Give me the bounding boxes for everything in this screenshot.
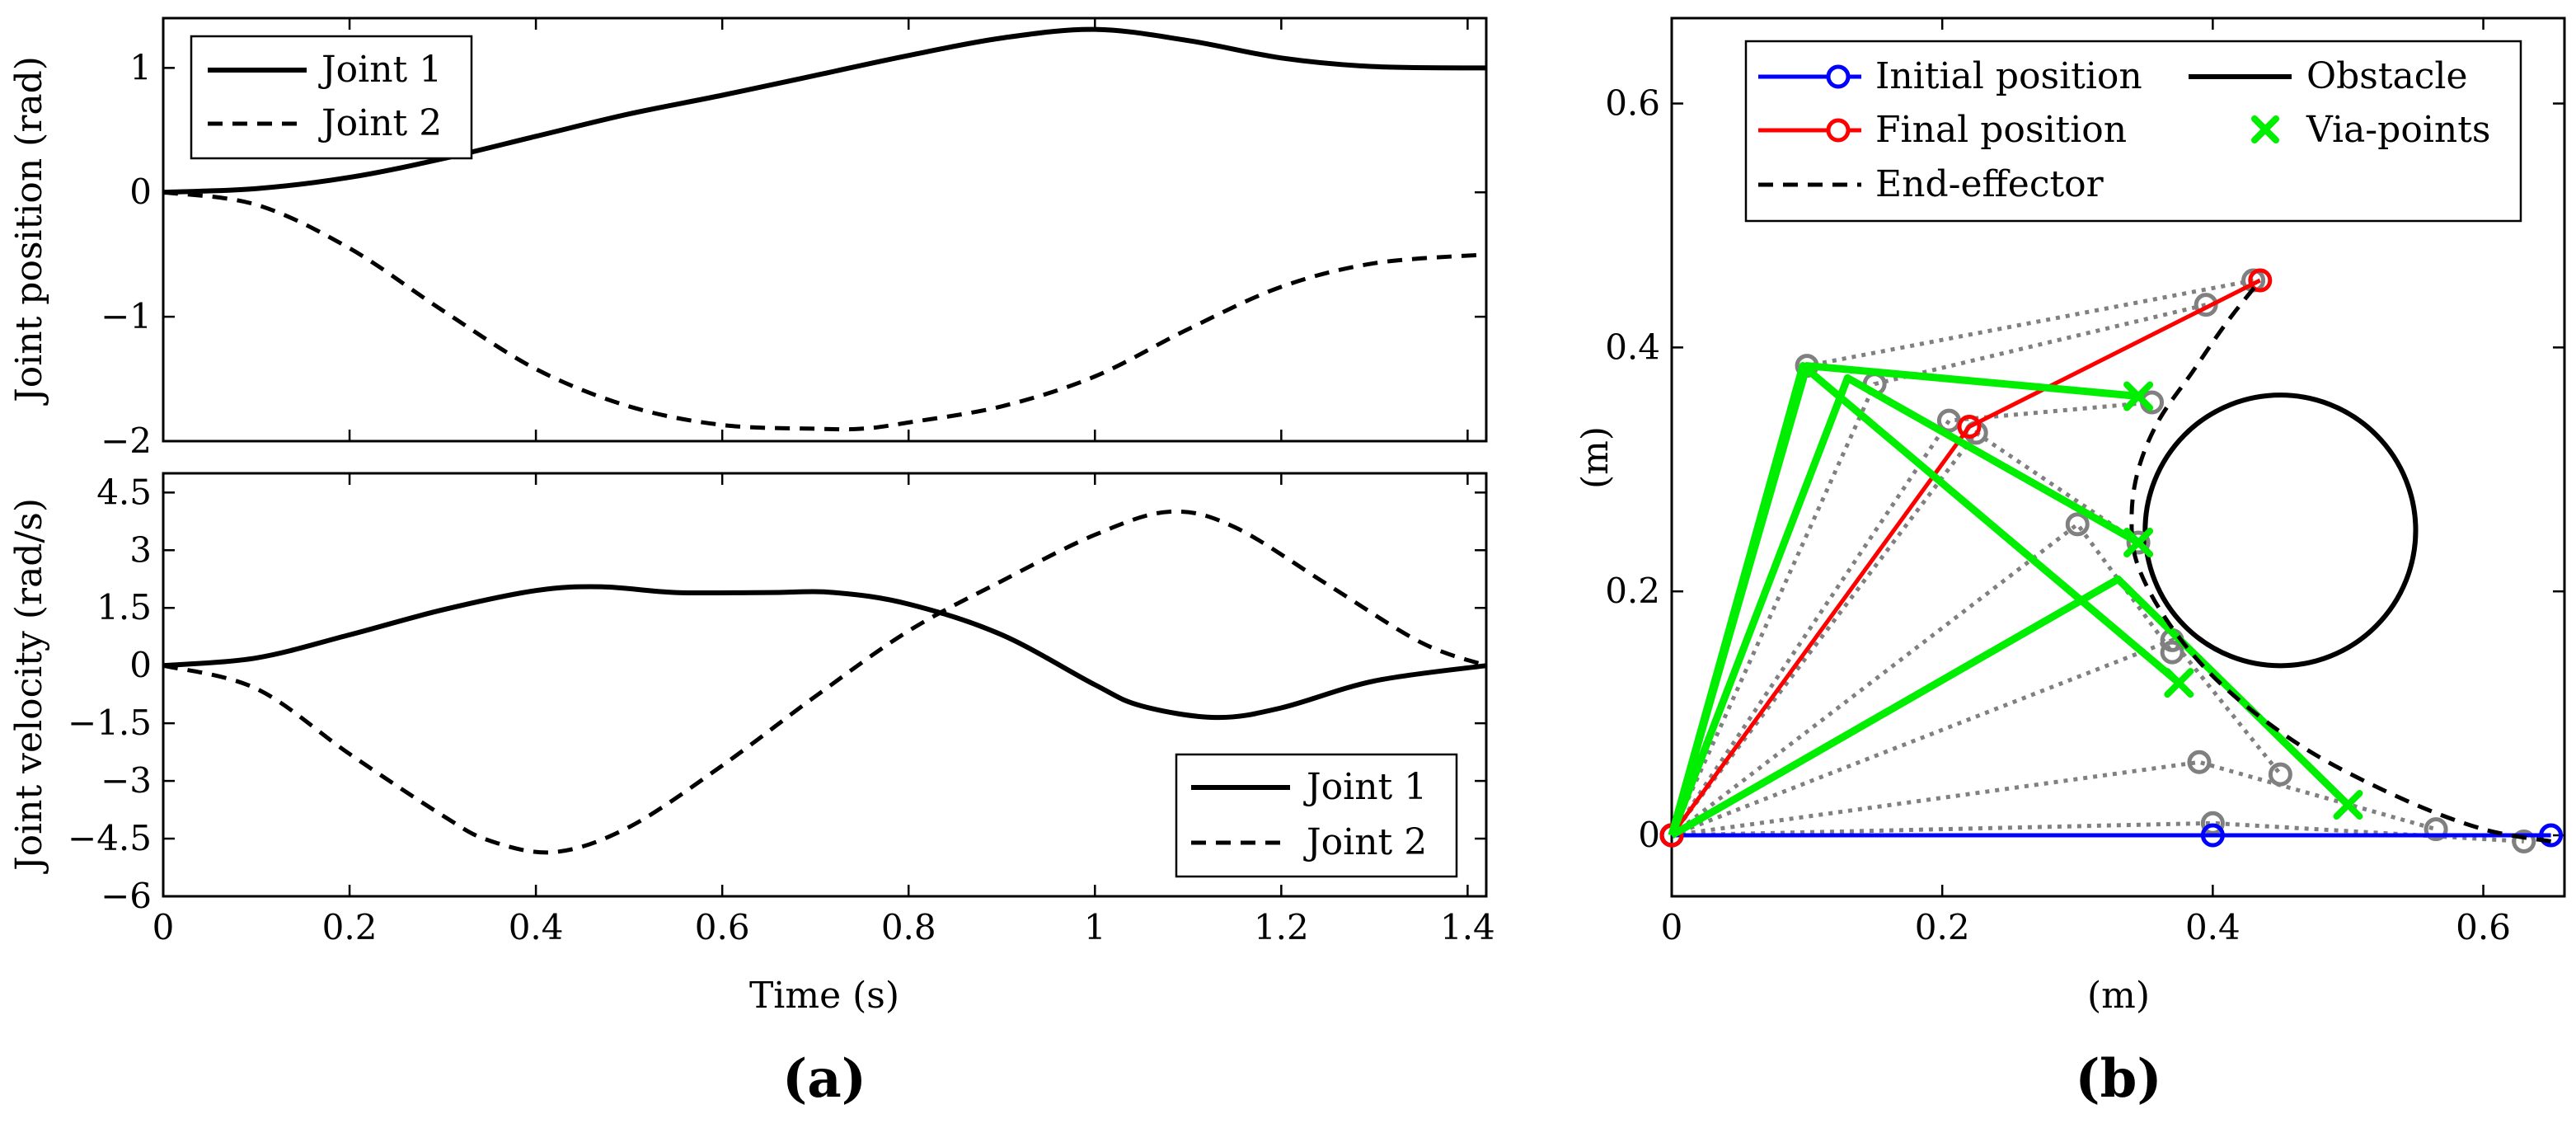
intermediate-arm (1669, 303, 2207, 837)
axB-xtick-label: 1.2 (1254, 907, 1309, 947)
legend-endeffector-label: End-effector (1875, 163, 2104, 205)
legend-joint2-label: Joint 2 (318, 102, 442, 144)
legend-final-label: Final position (1875, 109, 2127, 151)
axB-xtick-label: 1.4 (1440, 907, 1495, 947)
initial-joint-marker (2200, 823, 2225, 848)
axB-ytick-label: −1.5 (68, 703, 152, 743)
intermediate-arm (1671, 820, 2524, 844)
axB-ytick-label: −6 (101, 876, 152, 916)
axB-ytick-label: 1.5 (96, 587, 152, 627)
axA-ytick-label: −2 (101, 421, 152, 461)
intermediate-arm (1669, 400, 2152, 837)
series-joint-2-line (162, 190, 1487, 432)
axC-ytick-label: 0 (1638, 815, 1660, 855)
via-point-marker (2123, 381, 2154, 411)
via-configuration-arm (1669, 575, 2351, 839)
axB-ytick-label: 4.5 (96, 472, 152, 512)
intermediate-joint-marker (2512, 829, 2536, 853)
final-joint-marker (1957, 415, 1982, 439)
axA-ytick-label: −1 (101, 296, 152, 336)
panel-b-label: (b) (2075, 1048, 2161, 1110)
series-joint-1-line (162, 584, 1487, 721)
axB-xtick-label: 0.6 (695, 907, 750, 947)
axB-xtick-label: 0.8 (881, 907, 936, 947)
workspace-legend: Initial position Final position End-effe… (1744, 40, 2522, 223)
axB-ytick-label: −3 (101, 760, 152, 801)
intermediate-joint-marker (2200, 811, 2225, 835)
legend-initial-marker (1826, 64, 1851, 89)
axB-ytick-label: 3 (129, 529, 152, 570)
axC-xtick-label: 0.4 (2185, 907, 2241, 947)
panel-a-label: (a) (782, 1048, 866, 1110)
workspace-xlabel: (m) (2087, 975, 2150, 1017)
via-configuration-arm (1668, 362, 2139, 837)
axC-xtick-label: 0.2 (1915, 907, 1970, 947)
via-point-marker (2123, 528, 2154, 558)
obstacle-circle (2142, 392, 2419, 669)
axC-ytick-label: 0.2 (1605, 571, 1660, 611)
intermediate-arm (1671, 637, 2283, 838)
via-configuration-arm (1668, 374, 2141, 837)
axC-ytick-label: 0.6 (1605, 83, 1660, 124)
axA-ytick-label: 0 (129, 172, 152, 212)
intermediate-arm (1670, 521, 2175, 838)
joint-position-legend: Joint 1 Joint 2 (190, 35, 473, 160)
legend-box (1175, 753, 1458, 878)
intermediate-joint-marker (2187, 750, 2212, 774)
legend-joint1-label: Joint 1 (1303, 766, 1427, 808)
legend-via-label: Via-points (2306, 109, 2491, 151)
intermediate-joint-marker (1936, 408, 1961, 433)
legend-joint2-label: Joint 2 (1303, 821, 1427, 863)
final-joint-marker (2248, 268, 2273, 293)
time-xlabel: Time (s) (749, 975, 899, 1017)
final-position-arm (1669, 278, 2261, 837)
workspace-chart: 0 0.2 0.4 0.6 0 0.2 0.4 0.6 (m) (m) Initial pos… (1574, 16, 2566, 1017)
initial-joint-marker (2539, 823, 2564, 848)
intermediate-joint-marker (2268, 762, 2292, 787)
axC-ytick-label: 0.4 (1605, 327, 1660, 367)
via-point-marker (2164, 668, 2194, 698)
workspace-ylabel: (m) (1574, 426, 1616, 489)
intermediate-joint-marker (2126, 530, 2151, 555)
legend-joint1-label: Joint 1 (318, 49, 442, 91)
axB-xtick-label: 1 (1084, 907, 1106, 947)
axC-xtick-label: 0.6 (2456, 907, 2511, 947)
axC-xtick-label: 0 (1661, 907, 1683, 947)
axB-xtick-label: 0.4 (509, 907, 564, 947)
legend-box (1744, 40, 2522, 223)
joint-position-chart: 1 0 −1 −2 Joint position (rad) Joint 1 Join… (8, 16, 1488, 461)
series-joint-1-line (162, 26, 1487, 195)
axB-ytick-label: −4.5 (68, 818, 152, 858)
axB-ytick-label: 0 (129, 645, 152, 685)
axB-xtick-label: 0 (152, 907, 175, 947)
intermediate-joint-marker (2065, 512, 2090, 537)
legend-obstacle-label: Obstacle (2306, 55, 2468, 97)
end-effector-path (2129, 279, 2552, 844)
legend-box (190, 35, 473, 160)
joint-position-ylabel: Joint position (rad) (8, 56, 50, 406)
axA-ytick-label: 1 (129, 47, 152, 87)
legend-via-marker (2251, 115, 2279, 143)
intermediate-joint-marker (2424, 817, 2448, 842)
joint-velocity-legend: Joint 1 Joint 2 (1175, 753, 1458, 878)
joint-velocity-chart: 0 0.2 0.4 0.6 0.8 1 1.2 1.4 4.5 3 1.5 0 −1.5 −3 −4.5 −6… (8, 472, 1495, 1017)
legend-initial-label: Initial position (1875, 55, 2142, 97)
axB-xtick-label: 0.2 (322, 907, 378, 947)
series-joint-2-line (162, 509, 1487, 855)
joint-velocity-ylabel: Joint velocity (rad/s) (8, 498, 50, 874)
intermediate-joint-marker (2160, 640, 2184, 665)
legend-final-marker (1826, 118, 1851, 143)
via-point-marker (2333, 790, 2363, 820)
